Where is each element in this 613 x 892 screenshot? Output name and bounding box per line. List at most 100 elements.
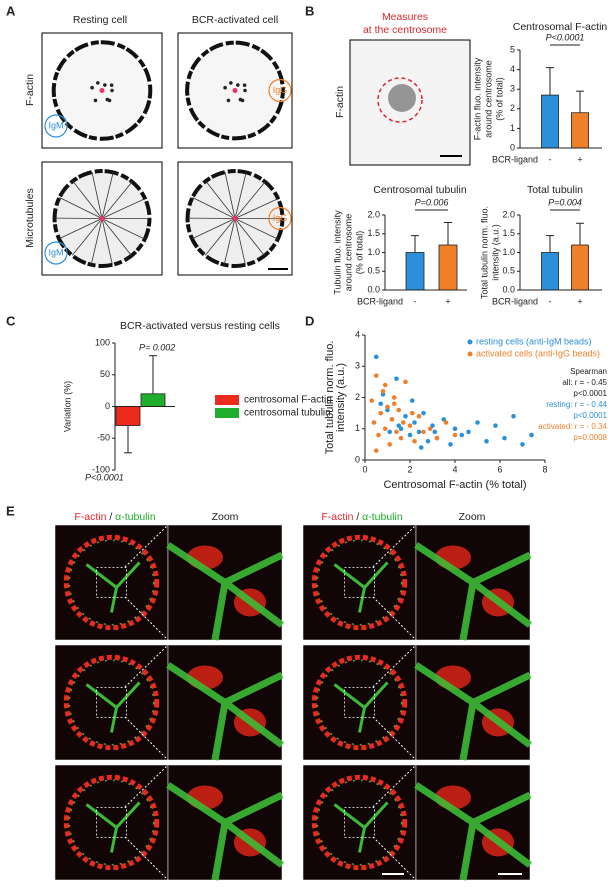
- panel-label: A: [6, 3, 16, 18]
- actin-spot: [227, 99, 231, 103]
- y-tick-label: 2: [355, 392, 360, 402]
- x-tick-label: +: [577, 154, 582, 164]
- y-tick-label: 0: [355, 454, 360, 464]
- point: [417, 430, 422, 435]
- y-tick-label: 1: [510, 123, 515, 133]
- x-tick-label: -: [549, 296, 552, 306]
- point: [381, 389, 386, 394]
- panel-label: C: [6, 313, 16, 328]
- image-header: Zoom: [212, 511, 239, 523]
- annotation: p<0.0001: [573, 411, 607, 420]
- point: [412, 439, 417, 444]
- x-tick-label: 8: [542, 464, 547, 474]
- point: [410, 411, 415, 416]
- panel-label: B: [305, 3, 314, 18]
- point: [502, 436, 507, 441]
- point: [394, 430, 399, 435]
- y-tick-label: 2.0: [367, 209, 380, 219]
- point: [387, 430, 392, 435]
- actin-spot: [94, 99, 98, 103]
- x-axis-label: BCR-ligand: [357, 296, 403, 306]
- point: [403, 380, 408, 385]
- y-axis-label: (% of total): [354, 231, 364, 275]
- point: [459, 433, 464, 438]
- y-tick-label: 3: [510, 84, 515, 94]
- point: [374, 373, 379, 378]
- y-axis-label: around centrosome: [483, 60, 493, 138]
- y-tick-label: -50: [97, 433, 110, 443]
- point: [394, 376, 399, 381]
- point: [372, 420, 377, 425]
- column-title: Resting cell: [73, 14, 127, 26]
- point: [378, 411, 383, 416]
- y-axis-label: Variation (%): [62, 381, 72, 432]
- image-title: Measures: [382, 11, 428, 23]
- image-header: F-actin / α-tubulin: [321, 511, 403, 523]
- point: [374, 355, 379, 360]
- actin-spot: [243, 89, 247, 93]
- image-header: F-actin / α-tubulin: [74, 511, 156, 523]
- point: [466, 430, 471, 435]
- p-value: P=0.006: [415, 197, 449, 207]
- point: [392, 395, 397, 400]
- legend-label: activated cells (anti-IgG beads): [476, 348, 600, 358]
- point: [410, 398, 415, 403]
- y-tick-label: 0.5: [367, 266, 380, 276]
- annotation: resting: r = - 0.44: [546, 400, 607, 409]
- actin-blob: [388, 84, 416, 112]
- header-part: α-tubulin: [362, 511, 403, 523]
- centrosome: [100, 216, 105, 221]
- point: [385, 405, 390, 410]
- x-tick-label: 4: [452, 464, 457, 474]
- y-tick-label: 1: [355, 423, 360, 433]
- y-tick-label: 0.0: [502, 284, 515, 294]
- row-title: Microtubules: [24, 188, 36, 248]
- header-part: /: [356, 511, 359, 523]
- point: [403, 414, 408, 419]
- y-tick-label: 1.5: [502, 228, 515, 238]
- point: [520, 442, 525, 447]
- point: [453, 426, 458, 431]
- x-axis-label: BCR-ligand: [492, 154, 538, 164]
- p-value: P<0.0001: [546, 32, 585, 42]
- x-axis-label: Centrosomal F-actin (% total): [383, 479, 526, 491]
- x-tick-label: 6: [497, 464, 502, 474]
- image-header: Zoom: [459, 511, 486, 523]
- actin-spot: [108, 99, 112, 103]
- x-tick-label: +: [445, 296, 450, 306]
- legend-swatch: [215, 395, 239, 405]
- p-value: P= 0.002: [139, 342, 175, 352]
- bar: [572, 245, 589, 290]
- point: [421, 430, 426, 435]
- x-tick-label: 2: [407, 464, 412, 474]
- point: [408, 423, 413, 428]
- point: [417, 414, 422, 419]
- point: [511, 414, 516, 419]
- annotation: p<0.0001: [573, 389, 607, 398]
- point: [374, 448, 379, 453]
- header-part: F-actin: [74, 511, 106, 523]
- x-axis-label: BCR-ligand: [492, 296, 538, 306]
- point: [426, 439, 431, 444]
- y-tick-label: 3: [355, 361, 360, 371]
- point: [399, 436, 404, 441]
- actin-spot: [110, 89, 114, 93]
- point: [401, 420, 406, 425]
- y-axis-label: around centrosome: [343, 214, 353, 292]
- y-axis-label: (% of total): [494, 77, 504, 121]
- bar: [542, 253, 559, 291]
- y-tick-label: 4: [510, 64, 515, 74]
- chart-title: BCR-activated versus resting cells: [120, 320, 280, 332]
- actin-spot: [236, 83, 240, 87]
- chart-title: Centrosomal tubulin: [373, 184, 467, 196]
- point: [408, 433, 413, 438]
- row-title: F-actin: [24, 74, 36, 106]
- y-tick-label: 0: [510, 142, 515, 152]
- panel-label: E: [6, 503, 15, 518]
- point: [396, 408, 401, 413]
- actin-spot: [241, 99, 245, 103]
- bar: [116, 407, 140, 426]
- header-part: F-actin: [321, 511, 353, 523]
- y-axis-label: Tubulin fluo. intensity: [332, 210, 342, 295]
- panel-label: D: [305, 313, 314, 328]
